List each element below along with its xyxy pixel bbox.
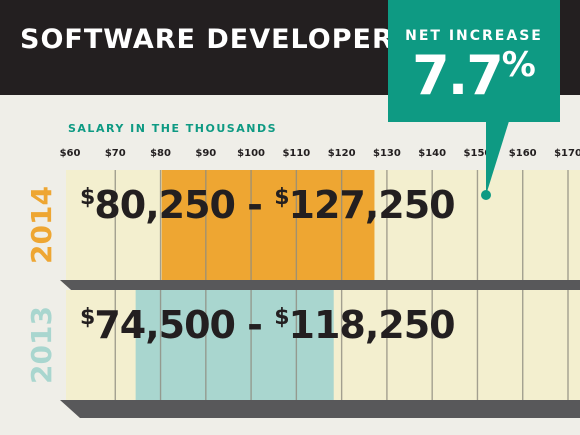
range-label-2014: $80,250 - $127,250 bbox=[80, 183, 455, 227]
x-tick-label: $130 bbox=[373, 148, 401, 159]
range-low-value: 80,250 bbox=[94, 183, 235, 227]
x-tick-label: $160 bbox=[509, 148, 537, 159]
x-tick-label: $90 bbox=[195, 148, 216, 159]
chart-subtitle: SALARY IN THE THOUSANDS bbox=[68, 122, 277, 135]
x-tick-label: $150 bbox=[464, 148, 492, 159]
x-tick-label: $80 bbox=[150, 148, 171, 159]
range-high-value: 118,250 bbox=[289, 303, 455, 347]
range-high-value: 127,250 bbox=[289, 183, 455, 227]
callout-pointer-dot bbox=[481, 190, 491, 200]
x-tick-label: $60 bbox=[60, 148, 81, 159]
callout-number: 7.7 bbox=[412, 44, 504, 107]
x-tick-label: $120 bbox=[328, 148, 356, 159]
callout-pointer bbox=[486, 118, 510, 195]
range-bar-2013 bbox=[135, 290, 334, 400]
range-separator: - bbox=[235, 183, 274, 227]
x-tick-label: $110 bbox=[282, 148, 310, 159]
range-separator: - bbox=[235, 303, 274, 347]
row-shadow-2013 bbox=[60, 400, 580, 418]
callout-label: NET INCREASE bbox=[405, 28, 543, 44]
x-tick-label: $140 bbox=[418, 148, 446, 159]
page-title: SOFTWARE DEVELOPER bbox=[20, 24, 394, 55]
x-tick-label: $100 bbox=[237, 148, 265, 159]
year-label-2014: 2014 bbox=[25, 186, 58, 264]
x-tick-label: $70 bbox=[105, 148, 126, 159]
currency-symbol: $ bbox=[80, 185, 94, 210]
currency-symbol: $ bbox=[274, 305, 288, 330]
currency-symbol: $ bbox=[80, 305, 94, 330]
range-low-value: 74,500 bbox=[94, 303, 235, 347]
net-increase-callout: NET INCREASE 7.7% bbox=[388, 0, 560, 122]
range-bar-2014 bbox=[161, 170, 375, 280]
x-tick-label: $170 bbox=[554, 148, 580, 159]
callout-unit: % bbox=[501, 45, 536, 85]
callout-value: 7.7% bbox=[388, 44, 560, 107]
year-label-2013: 2013 bbox=[25, 306, 58, 384]
currency-symbol: $ bbox=[274, 185, 288, 210]
range-label-2013: $74,500 - $118,250 bbox=[80, 303, 455, 347]
